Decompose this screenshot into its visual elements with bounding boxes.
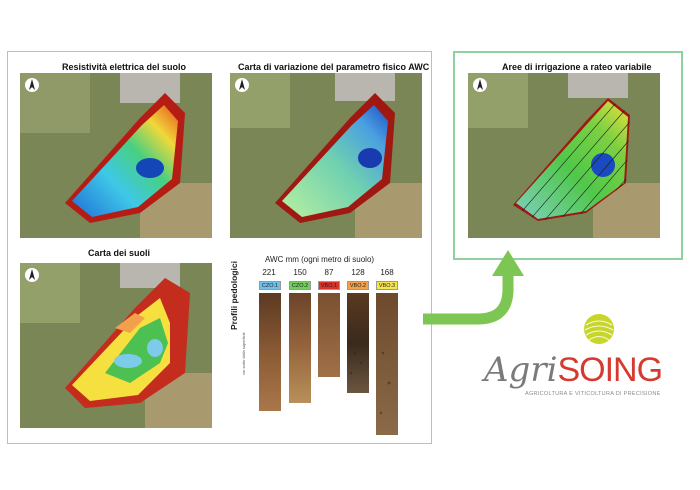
north-arrow-icon xyxy=(25,78,39,92)
brand-name-agri: Agri xyxy=(484,350,558,390)
brand-tagline: AGRICOLTURA E VITICOLTURA DI PRECISIONE xyxy=(525,391,661,397)
brand-wordmark: AgriSOING xyxy=(484,350,663,390)
awc-variation-map xyxy=(230,73,422,238)
awc-map-title: Carta di variazione del parametro fisico… xyxy=(238,62,430,72)
north-arrow-icon xyxy=(235,78,249,92)
profile-code: CZO.1 xyxy=(259,281,281,290)
resistivity-title: Resistività elettrica del suolo xyxy=(62,62,187,72)
irrigation-map xyxy=(468,73,660,238)
profile-column xyxy=(376,293,398,435)
awc-value: 87 xyxy=(324,268,334,277)
brand-name-soing: SOING xyxy=(557,351,663,389)
profile-column xyxy=(318,293,340,377)
profile-code: CZO.2 xyxy=(289,281,311,290)
resistivity-map xyxy=(20,73,212,238)
north-arrow-icon xyxy=(25,268,39,282)
profile-column xyxy=(347,293,369,393)
profiles-side-label: Profili pedologici xyxy=(229,261,239,330)
profile-column xyxy=(259,293,281,411)
soil-profiles xyxy=(259,293,398,435)
awc-profile-title: AWC mm (ogni metro di suolo) xyxy=(265,255,375,264)
north-arrow-icon xyxy=(473,78,487,92)
awc-value: 128 xyxy=(351,268,365,277)
profiles-side-sublabel: cm sotto dalla superficie xyxy=(241,332,246,375)
curved-arrow-icon xyxy=(423,250,524,325)
sphere-logo-icon xyxy=(584,314,614,344)
profile-code: VBO.2 xyxy=(347,281,369,290)
profile-code: VBO.3 xyxy=(376,281,398,290)
irrigation-title: Aree di irrigazione a rateo variabile xyxy=(502,62,652,72)
soils-map xyxy=(20,263,212,428)
profile-column xyxy=(289,293,311,403)
awc-value: 221 xyxy=(262,268,276,277)
analysis-panel xyxy=(7,51,432,444)
irrigation-panel xyxy=(453,51,683,260)
profile-code: VBO.1 xyxy=(318,281,340,290)
soils-title: Carta dei suoli xyxy=(88,248,151,258)
awc-value: 150 xyxy=(293,268,307,277)
awc-value: 168 xyxy=(380,268,394,277)
